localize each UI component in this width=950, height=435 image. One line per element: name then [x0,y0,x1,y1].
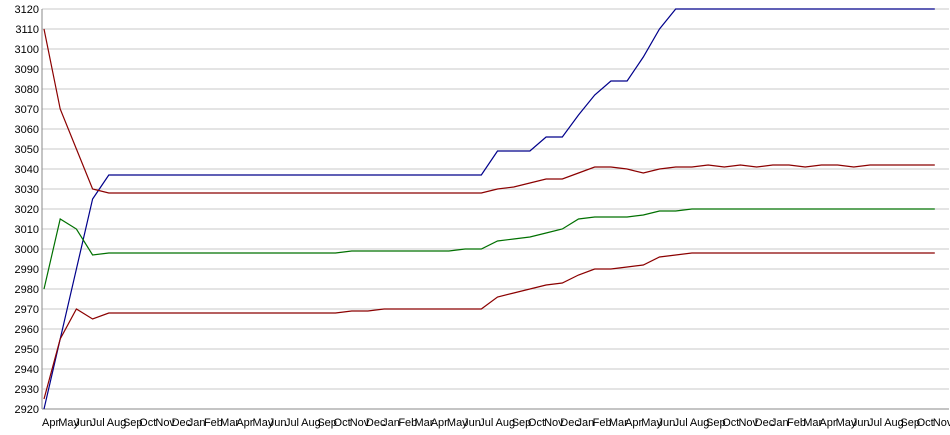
x-tick-label: Feb [593,417,612,429]
x-tick-label: Aug [496,417,516,429]
y-tick-label: 3030 [15,184,39,196]
x-tick-label: Jun [74,417,92,429]
x-tick-label: May [58,417,79,429]
x-tick-label: Apr [625,417,642,429]
y-tick-label: 2990 [15,264,39,276]
x-tick-label: Jun [463,417,481,429]
x-tick-label: Jul [91,417,105,429]
x-tick-label: Mar [415,417,434,429]
x-tick-label: Jul [285,417,299,429]
x-tick-label: Mar [609,417,628,429]
x-tick-label: Nov [544,417,564,429]
x-tick-label: Dec [172,417,192,429]
y-tick-label: 3090 [15,64,39,76]
y-tick-label: 3000 [15,244,39,256]
x-tick-label: Jan [188,417,206,429]
y-tick-label: 2950 [15,344,39,356]
x-tick-label: Mar [220,417,239,429]
x-tick-label: Apr [42,417,59,429]
y-tick-label: 2980 [15,284,39,296]
y-tick-label: 3060 [15,124,39,136]
x-tick-label: Apr [819,417,836,429]
y-tick-label: 2970 [15,304,39,316]
x-tick-label: Dec [755,417,775,429]
x-tick-label: Feb [204,417,223,429]
y-tick-label: 3110 [15,24,39,36]
y-tick-label: 2930 [15,384,39,396]
x-tick-label: Sep [317,417,337,429]
x-tick-label: Jan [382,417,400,429]
x-tick-label: Jun [269,417,287,429]
x-tick-label: May [836,417,857,429]
y-tick-label: 3120 [15,4,39,16]
y-tick-label: 3010 [15,224,39,236]
x-tick-label: Feb [787,417,806,429]
x-tick-label: Nov [738,417,758,429]
y-tick-label: 3100 [15,44,39,56]
x-tick-label: Nov [350,417,370,429]
x-tick-label: Dec [560,417,580,429]
x-tick-label: Oct [528,417,545,429]
x-tick-label: Sep [706,417,726,429]
x-tick-label: Jun [657,417,675,429]
series-line [43,8,935,410]
x-tick-label: Dec [366,417,386,429]
y-tick-label: 3080 [15,84,39,96]
x-tick-label: Jul [674,417,688,429]
x-tick-label: Sep [512,417,532,429]
series-line [43,28,935,194]
x-tick-label: Feb [398,417,417,429]
x-tick-label: Sep [123,417,143,429]
x-tick-label: May [253,417,274,429]
x-tick-label: Mar [803,417,822,429]
x-tick-label: Nov [933,417,950,429]
series-line [43,208,935,290]
x-tick-label: Jan [576,417,594,429]
x-tick-label: Sep [900,417,920,429]
y-tick-label: 2940 [15,364,39,376]
x-tick-label: Oct [722,417,739,429]
x-tick-label: Jul [479,417,493,429]
x-tick-label: Jan [771,417,789,429]
y-tick-label: 3020 [15,204,39,216]
x-tick-label: Jun [852,417,870,429]
x-tick-label: May [641,417,662,429]
y-tick-label: 2960 [15,324,39,336]
y-tick-label: 3040 [15,164,39,176]
x-tick-label: May [447,417,468,429]
x-tick-label: Aug [690,417,710,429]
series-line [43,252,935,400]
x-tick-label: Apr [431,417,448,429]
x-tick-label: Oct [139,417,156,429]
y-tick-label: 3050 [15,144,39,156]
x-tick-label: Oct [917,417,934,429]
x-tick-label: Aug [301,417,321,429]
x-tick-label: Aug [107,417,127,429]
x-tick-label: Apr [236,417,253,429]
x-tick-label: Jul [868,417,882,429]
x-tick-label: Oct [334,417,351,429]
y-tick-label: 3070 [15,104,39,116]
x-tick-label: Aug [884,417,904,429]
x-tick-label: Nov [155,417,175,429]
y-tick-label: 2920 [15,404,39,416]
